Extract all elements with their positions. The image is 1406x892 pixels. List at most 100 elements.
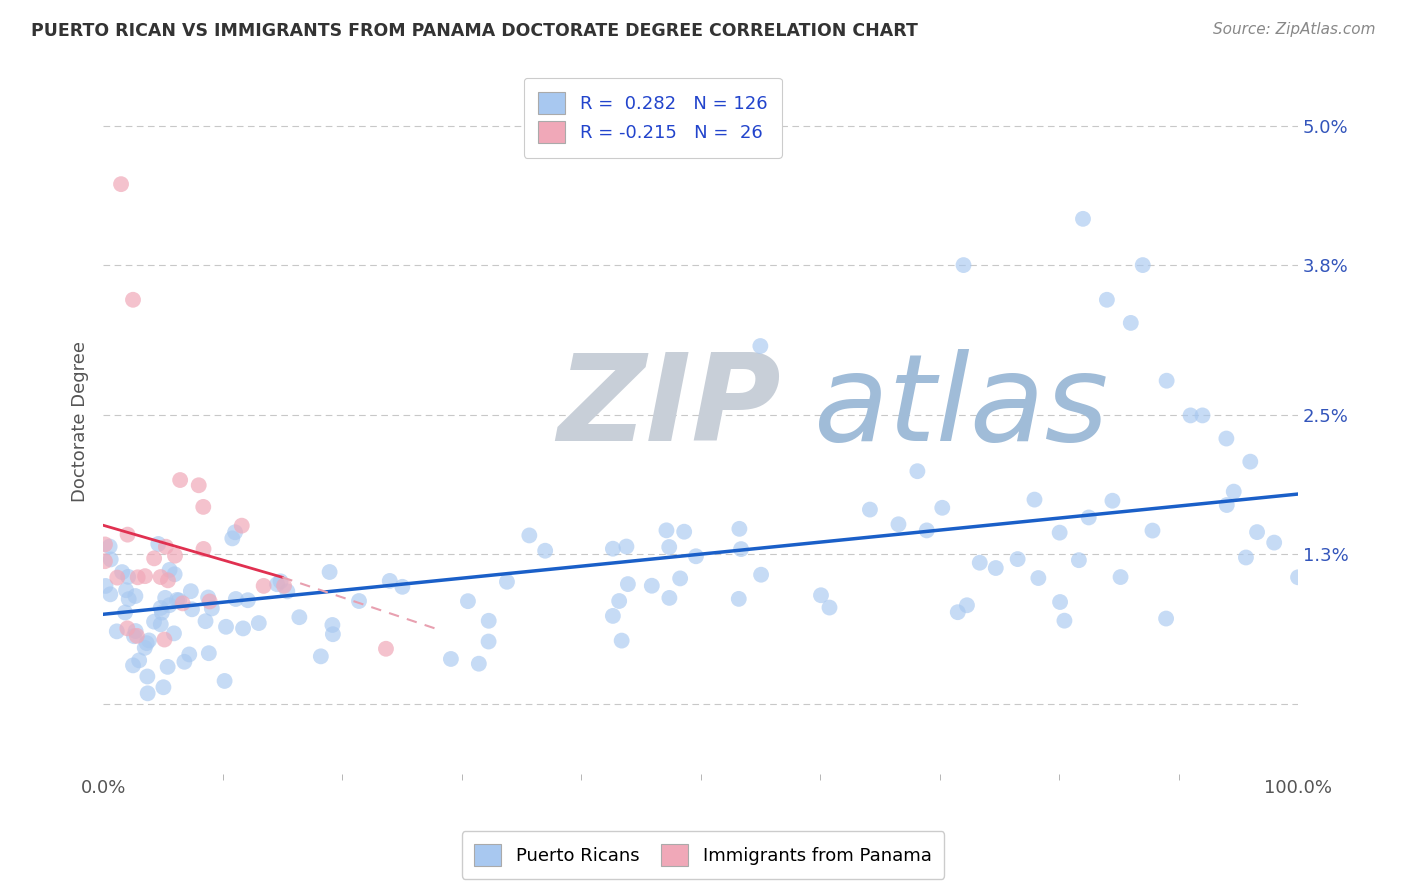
Point <box>347 594 370 608</box>
Point <box>309 649 332 664</box>
Point <box>193 541 215 556</box>
Point <box>1239 455 1261 469</box>
Point <box>198 646 221 660</box>
Point <box>1119 316 1142 330</box>
Legend: R =  0.282   N = 126, R = -0.215   N =  26: R = 0.282 N = 126, R = -0.215 N = 26 <box>524 78 782 158</box>
Point <box>111 565 134 579</box>
Point <box>984 561 1007 575</box>
Point <box>187 478 209 492</box>
Point <box>887 517 910 532</box>
Point <box>266 577 288 591</box>
Point <box>125 629 148 643</box>
Point <box>153 632 176 647</box>
Point <box>1067 553 1090 567</box>
Point <box>122 293 145 307</box>
Point <box>117 621 139 635</box>
Point <box>1007 552 1029 566</box>
Point <box>969 556 991 570</box>
Point <box>730 542 752 557</box>
Point <box>152 680 174 694</box>
Point <box>673 524 696 539</box>
Point <box>98 540 121 554</box>
Point <box>1246 525 1268 540</box>
Point <box>225 592 247 607</box>
Point <box>236 593 259 607</box>
Point <box>136 686 159 700</box>
Point <box>114 606 136 620</box>
Point <box>1049 595 1071 609</box>
Point <box>956 599 979 613</box>
Point <box>134 569 156 583</box>
Point <box>122 658 145 673</box>
Point <box>321 618 343 632</box>
Point <box>138 633 160 648</box>
Legend: Puerto Ricans, Immigrants from Panama: Puerto Ricans, Immigrants from Panama <box>461 831 945 879</box>
Point <box>149 601 172 615</box>
Point <box>98 587 121 601</box>
Point <box>641 579 664 593</box>
Point <box>156 574 179 588</box>
Point <box>167 593 190 607</box>
Point <box>749 339 772 353</box>
Point <box>173 655 195 669</box>
Text: PUERTO RICAN VS IMMIGRANTS FROM PANAMA DOCTORATE DEGREE CORRELATION CHART: PUERTO RICAN VS IMMIGRANTS FROM PANAMA D… <box>31 22 918 40</box>
Point <box>150 606 173 620</box>
Point <box>1024 492 1046 507</box>
Point <box>153 591 176 605</box>
Point <box>163 549 186 563</box>
Point <box>658 540 681 554</box>
Point <box>181 602 204 616</box>
Point <box>1156 374 1178 388</box>
Point <box>253 579 276 593</box>
Point <box>931 500 953 515</box>
Point <box>1263 535 1285 549</box>
Point <box>1154 611 1177 625</box>
Point <box>134 640 156 655</box>
Point <box>952 258 974 272</box>
Point <box>1053 614 1076 628</box>
Point <box>166 593 188 607</box>
Point <box>247 616 270 631</box>
Point <box>1132 258 1154 272</box>
Point <box>468 657 491 671</box>
Point <box>946 605 969 619</box>
Point <box>159 563 181 577</box>
Point <box>94 554 117 568</box>
Point <box>1142 524 1164 538</box>
Point <box>685 549 707 564</box>
Point <box>149 617 172 632</box>
Point <box>1191 409 1213 423</box>
Point <box>172 596 194 610</box>
Point <box>224 525 246 540</box>
Point <box>517 528 540 542</box>
Point <box>143 551 166 566</box>
Point <box>148 537 170 551</box>
Point <box>197 591 219 605</box>
Point <box>169 473 191 487</box>
Point <box>610 633 633 648</box>
Point <box>1180 409 1202 423</box>
Point <box>163 626 186 640</box>
Point <box>94 579 117 593</box>
Point <box>859 502 882 516</box>
Text: Source: ZipAtlas.com: Source: ZipAtlas.com <box>1212 22 1375 37</box>
Point <box>118 592 141 607</box>
Point <box>727 591 749 606</box>
Point <box>135 636 157 650</box>
Point <box>1286 570 1309 584</box>
Point <box>198 594 221 608</box>
Point <box>617 577 640 591</box>
Point <box>322 627 344 641</box>
Point <box>1222 484 1244 499</box>
Point <box>616 540 638 554</box>
Point <box>179 648 201 662</box>
Point <box>156 660 179 674</box>
Point <box>602 541 624 556</box>
Point <box>276 584 298 599</box>
Text: ZIP: ZIP <box>557 349 780 466</box>
Point <box>478 614 501 628</box>
Point <box>115 583 138 598</box>
Point <box>122 629 145 643</box>
Point <box>201 601 224 615</box>
Point <box>375 641 398 656</box>
